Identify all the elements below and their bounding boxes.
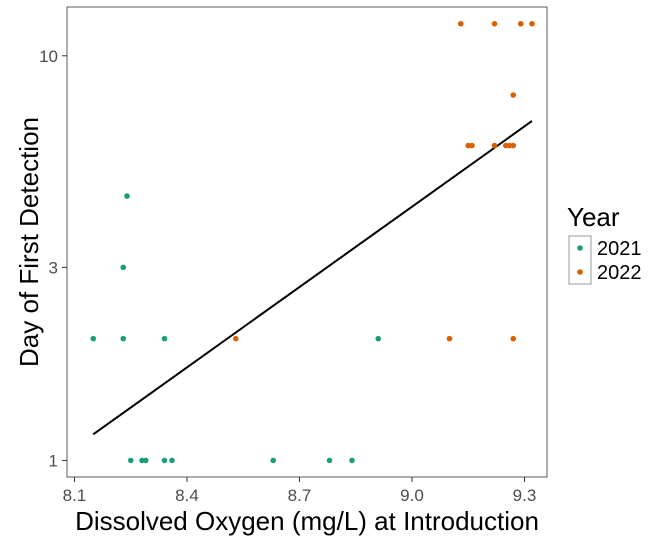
- data-points: [90, 20, 535, 464]
- data-point-2022: [491, 142, 498, 149]
- data-point-2022: [510, 142, 517, 149]
- data-point-2021: [270, 457, 277, 464]
- data-point-2022: [517, 20, 524, 27]
- data-point-2022: [510, 335, 517, 342]
- data-point-2021: [161, 457, 168, 464]
- x-tick-label: 8.1: [63, 486, 87, 505]
- data-point-2021: [120, 335, 127, 342]
- x-axis: 8.1 8.4 8.7 9.0 9.3: [63, 477, 537, 505]
- legend-title: Year: [567, 202, 620, 232]
- data-point-2022: [529, 20, 535, 27]
- y-axis: 1 3 10: [39, 47, 67, 470]
- x-tick-label: 8.4: [175, 486, 199, 505]
- data-point-2021: [142, 457, 149, 464]
- plot-panel: [66, 6, 548, 478]
- data-point-2021: [124, 193, 130, 199]
- data-point-2022: [457, 20, 464, 27]
- x-axis-title: Dissolved Oxygen (mg/L) at Introduction: [75, 506, 539, 536]
- legend-key-box: [568, 235, 592, 285]
- y-axis-title: Day of First Detection: [14, 117, 44, 367]
- data-point-2022: [446, 335, 453, 342]
- data-point-2021: [90, 335, 97, 342]
- data-point-2021: [169, 457, 175, 464]
- data-point-2021: [120, 264, 127, 271]
- trend-line: [92, 120, 533, 436]
- data-point-2022: [232, 335, 239, 342]
- x-tick-label: 9.3: [513, 486, 537, 505]
- legend-key-2021: [577, 245, 583, 251]
- x-tick-label: 9.0: [400, 486, 424, 505]
- data-point-2021: [127, 457, 134, 464]
- data-point-2022: [469, 142, 475, 149]
- y-tick-label: 10: [39, 47, 58, 66]
- y-tick-label: 3: [49, 258, 58, 277]
- data-point-2022: [491, 20, 498, 27]
- legend-label-2022: 2022: [597, 262, 642, 284]
- legend-key-2022: [577, 269, 583, 275]
- data-point-2021: [375, 335, 382, 342]
- legend-label-2021: 2021: [597, 238, 642, 260]
- data-point-2021: [326, 457, 333, 464]
- y-tick-label: 1: [49, 451, 58, 470]
- x-tick-label: 8.7: [288, 486, 312, 505]
- data-point-2022: [510, 92, 517, 98]
- data-point-2021: [349, 457, 355, 464]
- data-point-2021: [161, 335, 168, 342]
